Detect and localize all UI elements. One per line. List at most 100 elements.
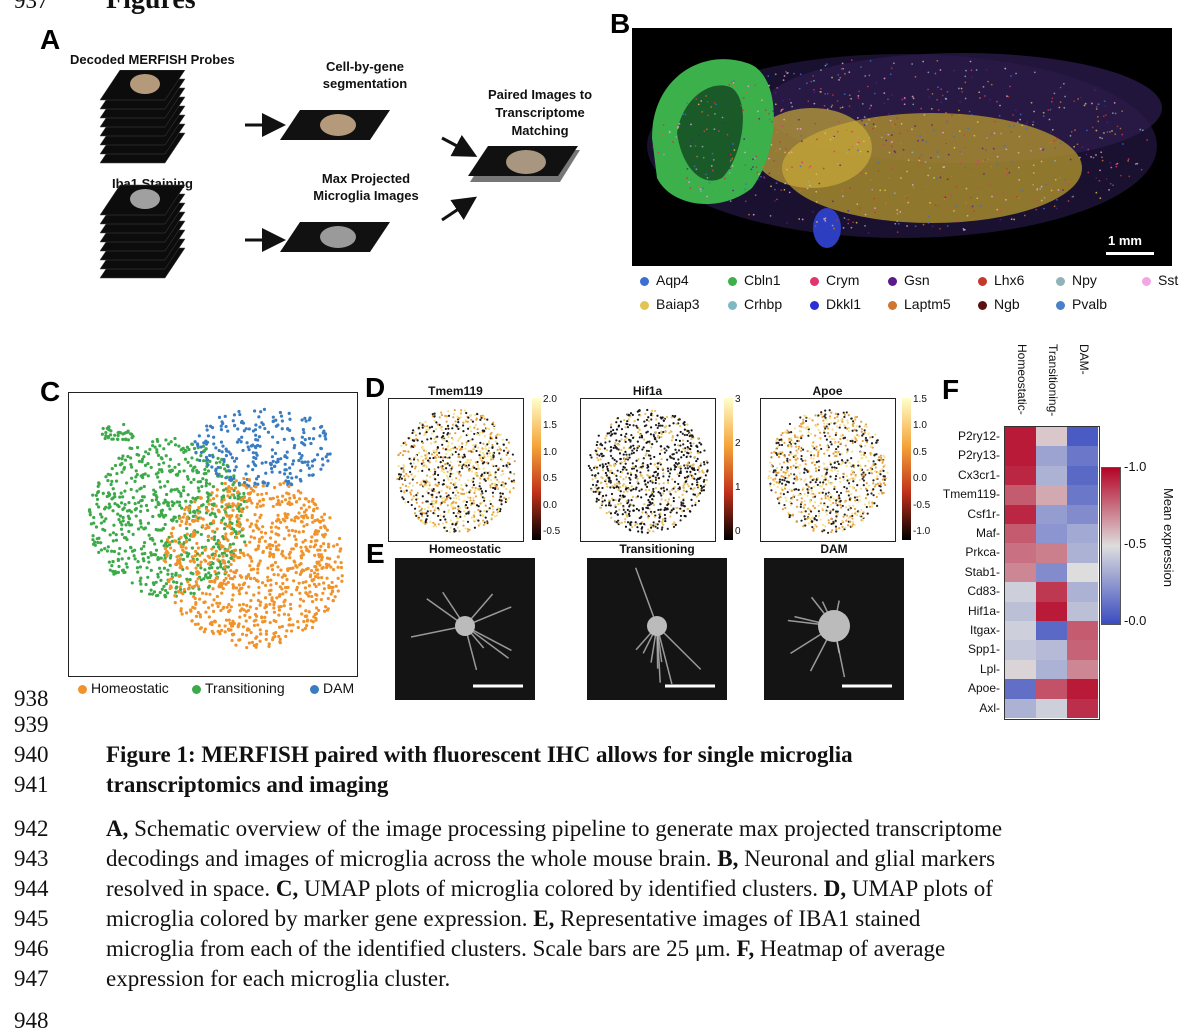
heatmap-cell [1036, 621, 1067, 641]
microglia-title-homeostatic: Homeostatic [428, 542, 502, 556]
heatmap-cell [1005, 524, 1036, 544]
legend-item-baiap3: Baiap3 [640, 296, 700, 312]
caption-e-ref: E, [533, 906, 555, 931]
line-number-947: 947 [14, 966, 49, 991]
microglia-title-dam: DAM [820, 542, 848, 556]
legend-label: Npy [1072, 272, 1097, 288]
panel-a-label: A [40, 24, 61, 55]
colorbar-tick: 1 [735, 482, 741, 493]
legend-item-sst: Sst [1142, 272, 1178, 288]
colorbar-tick: 1.0 [543, 446, 557, 458]
caption-e-text: Representative images of IBA1 stained [554, 906, 921, 931]
caption-line-946: microglia from each of the identified cl… [106, 936, 945, 962]
heatmap-row-label: Cd83- [967, 584, 1000, 599]
heatmap-row-label: Axl- [979, 700, 1000, 715]
heatmap-frame [1004, 426, 1100, 720]
caption-945-text: microglia colored by marker gene express… [106, 906, 534, 931]
heatmap-cell [1005, 427, 1036, 447]
caption-d-ref: D, [823, 876, 847, 901]
colorbar-tick: 2 [735, 438, 741, 449]
legend-dot [640, 276, 649, 286]
heatmap-cell [1036, 562, 1067, 583]
heatmap-cell [1036, 465, 1067, 486]
colorbar-tick: 1.0 [913, 420, 927, 432]
heatmap-cell [1036, 446, 1067, 466]
line-number-942: 942 [14, 816, 49, 841]
legend-dot [1056, 300, 1065, 310]
paired-images-label: Paired Images to Transcriptome Matching [487, 87, 593, 138]
legend-label: Gsn [904, 272, 930, 288]
heatmap-cell [1005, 485, 1036, 505]
legend-dot [888, 276, 897, 286]
heatmap-row-label: Maf- [976, 526, 1000, 540]
legend-dot [978, 276, 987, 286]
heatmap-cell [1036, 485, 1067, 505]
heatmap-col-label: DAM- [1077, 344, 1091, 375]
legend-item-lhx6: Lhx6 [978, 272, 1024, 288]
microglia-image-dam [764, 558, 904, 700]
legend-label: DAM [323, 680, 355, 696]
legend-label: Lhx6 [994, 272, 1025, 288]
umap-title-apoe: Apoe [812, 384, 843, 398]
umap-cluster-plot [68, 392, 358, 677]
legend-label: Cbln1 [744, 272, 781, 288]
heatmap-cell [1036, 601, 1067, 621]
legend-item-ngb: Ngb [978, 296, 1020, 312]
legend-item-dkkl1: Dkkl1 [810, 296, 861, 312]
heatmap-row-label: Prkca- [965, 545, 1000, 560]
caption-944-text: resolved in space. [106, 876, 276, 901]
heatmap-cell [1036, 504, 1067, 524]
segmentation-label: Cell-by-gene segmentation [322, 59, 408, 91]
line-number-941: 941 [14, 772, 49, 797]
line-number-939: 939 [14, 712, 49, 737]
heatmap-cbar-tick: -0.0 [1124, 613, 1147, 628]
heatmap-cell [1005, 504, 1036, 524]
legend-label: Baiap3 [656, 296, 700, 312]
cluster-legend-dam: DAM [310, 680, 354, 696]
legend-label: Laptm5 [904, 296, 951, 312]
umap-title-hif1a: Hif1a [632, 384, 663, 398]
max-projected-label: Max Projected Microglia Images [313, 171, 419, 203]
heatmap-cell [1005, 543, 1036, 563]
heatmap-cell [1005, 621, 1036, 641]
legend-dot [1142, 276, 1151, 286]
legend-item-cbln1: Cbln1 [728, 272, 781, 288]
heatmap-cell [1067, 543, 1098, 563]
colorbar-hif1a [724, 398, 733, 540]
heatmap-cell [1005, 465, 1036, 486]
caption-b-ref: B, [717, 846, 739, 871]
umap-plot-hif1a [580, 398, 716, 542]
heatmap-row-label: Apoe- [967, 681, 1000, 696]
caption-a-ref: A, [106, 816, 129, 841]
legend-label: Transitioning [205, 680, 285, 696]
heatmap-row-label: P2ry12- [957, 429, 1000, 443]
heatmap-cell [1005, 659, 1036, 680]
figure-title-line2: transcriptomics and imaging [106, 772, 389, 797]
scale-bar-label: 1 mm [1108, 233, 1142, 248]
heatmap-cell [1067, 485, 1098, 505]
line-number-946: 946 [14, 936, 49, 961]
line-number-944: 944 [14, 876, 49, 901]
colorbar-tick: 0.5 [913, 446, 927, 458]
legend-dot [978, 300, 987, 310]
heatmap-cell [1005, 698, 1036, 718]
heatmap-cell [1067, 640, 1098, 660]
heatmap-cell [1067, 659, 1098, 680]
caption-d-text: UMAP plots of [846, 876, 993, 901]
heatmap-cbar-tick: -0.5 [1124, 536, 1147, 551]
legend-item-npy: Npy [1056, 272, 1097, 288]
decoded-probes-label: Decoded MERFISH Probes [70, 52, 235, 67]
max-projection-image [280, 222, 390, 252]
heatmap-cell [1036, 543, 1067, 563]
legend-label: Pvalb [1072, 296, 1108, 312]
segmentation-image [280, 110, 390, 140]
colorbar-tick: 1.5 [913, 394, 927, 405]
heatmap-cell [1067, 427, 1098, 447]
colorbar-apoe [902, 398, 911, 540]
pipeline-schematic [99, 70, 580, 279]
heatmap-row-label: Tmem119- [942, 487, 1000, 502]
heatmap-cell [1005, 679, 1036, 699]
panel-b-label: B [610, 8, 631, 39]
heatmap-row-label: Stab1- [964, 564, 1000, 579]
heatmap-cell [1036, 679, 1067, 699]
